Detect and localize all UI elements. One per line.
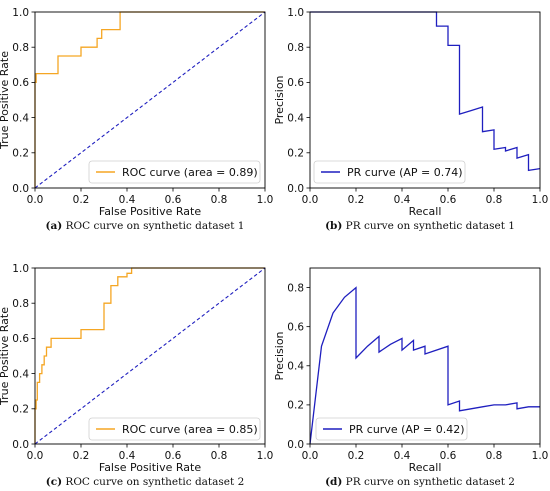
y-tick-label: 0.2 bbox=[287, 400, 304, 412]
legend-box bbox=[315, 417, 468, 441]
x-tick-label: 0.2 bbox=[73, 194, 90, 206]
baseline-line bbox=[34, 11, 266, 189]
x-tick-label: 0.6 bbox=[165, 450, 182, 462]
panel-caption: (b) PR curve on synthetic dataset 1 bbox=[325, 220, 515, 232]
x-tick-label: 0.4 bbox=[119, 450, 136, 462]
x-tick-label: 1.0 bbox=[257, 194, 274, 206]
x-tick-label: 0.0 bbox=[27, 450, 44, 462]
legend-box bbox=[88, 160, 261, 184]
y-axis-label: Precision bbox=[273, 75, 286, 124]
panel-caption: (c) ROC curve on synthetic dataset 2 bbox=[46, 476, 245, 488]
y-tick-label: 0.0 bbox=[287, 439, 304, 451]
y-tick-label: 0.6 bbox=[12, 77, 29, 89]
y-tick-label: 0.2 bbox=[287, 148, 304, 160]
x-axis-label: Recall bbox=[409, 205, 442, 218]
y-tick-label: 0.8 bbox=[12, 298, 29, 310]
panel-c: 0.0 0.2 0.4 0.6 0.8 1.0 0.0 0.2 0.4 0.6 0.8 1.0 Fals… bbox=[0, 263, 273, 488]
legend-label: ROC curve (area = 0.89) bbox=[122, 166, 258, 179]
series-line bbox=[34, 267, 265, 444]
series-line bbox=[309, 286, 540, 445]
y-axis-label: True Positive Rate bbox=[0, 51, 11, 150]
x-axis-label: Recall bbox=[409, 461, 442, 474]
axes-frame bbox=[309, 267, 541, 445]
y-tick-label: 0.0 bbox=[12, 439, 29, 451]
baseline-line bbox=[34, 267, 266, 445]
x-tick-label: 1.0 bbox=[532, 450, 549, 462]
x-tick-label: 0.6 bbox=[440, 450, 457, 462]
y-tick-label: 0.0 bbox=[287, 183, 304, 195]
y-tick-label: 0.6 bbox=[287, 321, 304, 333]
y-tick-label: 0.6 bbox=[287, 77, 304, 89]
caption-tag: (b) bbox=[325, 220, 342, 232]
x-tick-label: 0.8 bbox=[486, 194, 503, 206]
x-axis-label: False Positive Rate bbox=[99, 461, 201, 474]
caption-tag: (d) bbox=[325, 476, 342, 488]
legend-box bbox=[88, 417, 261, 441]
y-tick-label: 0.4 bbox=[12, 112, 29, 124]
caption-tag: (c) bbox=[46, 476, 62, 488]
caption-text: PR curve on synthetic dataset 2 bbox=[342, 476, 515, 488]
y-tick-label: 0.2 bbox=[12, 404, 29, 416]
x-tick-label: 0.0 bbox=[27, 194, 44, 206]
y-tick-label: 0.8 bbox=[287, 42, 304, 54]
axes-frame bbox=[34, 267, 266, 445]
series-line bbox=[34, 11, 265, 188]
y-axis-label: Precision bbox=[273, 331, 286, 380]
x-tick-label: 0.8 bbox=[211, 194, 228, 206]
x-tick-label: 0.8 bbox=[486, 450, 503, 462]
caption-text: PR curve on synthetic dataset 1 bbox=[342, 220, 515, 232]
panel-a: 0.0 0.2 0.4 0.6 0.8 1.0 0.0 0.2 0.4 0.6 0.8 1.0 Fals… bbox=[0, 7, 273, 232]
x-tick-label: 1.0 bbox=[532, 194, 549, 206]
panel-b: 0.0 0.2 0.4 0.6 0.8 1.0 0.0 0.2 0.4 0.6 0.8 1.0 Reca… bbox=[273, 7, 548, 232]
panel-caption: (a) ROC curve on synthetic dataset 1 bbox=[46, 220, 245, 232]
axes-frame bbox=[309, 11, 541, 189]
caption-tag: (a) bbox=[46, 220, 63, 232]
y-tick-label: 0.6 bbox=[12, 333, 29, 345]
x-tick-label: 0.6 bbox=[165, 194, 182, 206]
x-tick-label: 0.0 bbox=[302, 450, 319, 462]
legend-label: ROC curve (area = 0.85) bbox=[122, 423, 258, 436]
y-tick-label: 0.4 bbox=[287, 361, 304, 373]
x-axis-label: False Positive Rate bbox=[99, 205, 201, 218]
y-tick-label: 0.8 bbox=[287, 282, 304, 294]
x-tick-label: 1.0 bbox=[257, 450, 274, 462]
y-tick-label: 1.0 bbox=[12, 263, 29, 275]
x-tick-label: 0.4 bbox=[394, 194, 411, 206]
y-tick-label: 0.8 bbox=[12, 42, 29, 54]
panel-d: 0.0 0.2 0.4 0.6 0.8 1.0 0.0 0.2 0.4 0.6 0.8 Recall P… bbox=[273, 267, 549, 488]
series-line bbox=[310, 11, 541, 172]
y-tick-label: 0.0 bbox=[12, 183, 29, 195]
x-tick-label: 0.4 bbox=[119, 194, 136, 206]
y-tick-label: 0.4 bbox=[12, 368, 29, 380]
x-tick-label: 0.2 bbox=[348, 450, 365, 462]
legend-label: PR curve (AP = 0.74) bbox=[347, 166, 463, 179]
y-tick-label: 1.0 bbox=[287, 7, 304, 19]
x-tick-label: 0.6 bbox=[440, 194, 457, 206]
x-tick-label: 0.8 bbox=[211, 450, 228, 462]
y-tick-label: 0.4 bbox=[287, 112, 304, 124]
x-tick-label: 0.2 bbox=[73, 450, 90, 462]
y-tick-label: 0.2 bbox=[12, 148, 29, 160]
x-tick-label: 0.2 bbox=[348, 194, 365, 206]
panel-caption: (d) PR curve on synthetic dataset 2 bbox=[325, 476, 515, 488]
caption-text: ROC curve on synthetic dataset 2 bbox=[62, 476, 244, 488]
x-tick-label: 0.0 bbox=[302, 194, 319, 206]
caption-text: ROC curve on synthetic dataset 1 bbox=[62, 220, 244, 232]
x-tick-label: 0.4 bbox=[394, 450, 411, 462]
legend-label: PR curve (AP = 0.42) bbox=[349, 423, 465, 436]
y-axis-label: True Positive Rate bbox=[0, 307, 11, 406]
axes-frame bbox=[34, 11, 266, 189]
legend-box bbox=[313, 160, 466, 184]
y-tick-label: 1.0 bbox=[12, 7, 29, 19]
